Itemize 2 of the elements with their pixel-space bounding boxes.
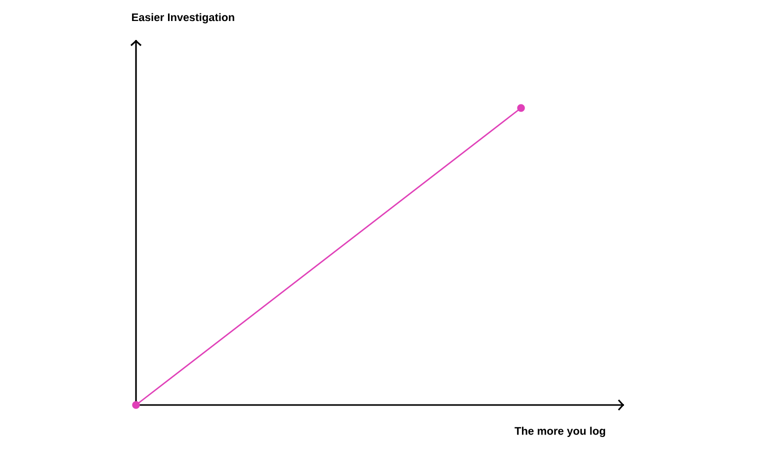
text: Easier Investigation bbox=[132, 13, 234, 24]
x-axis-title: The more you log bbox=[514, 426, 606, 438]
